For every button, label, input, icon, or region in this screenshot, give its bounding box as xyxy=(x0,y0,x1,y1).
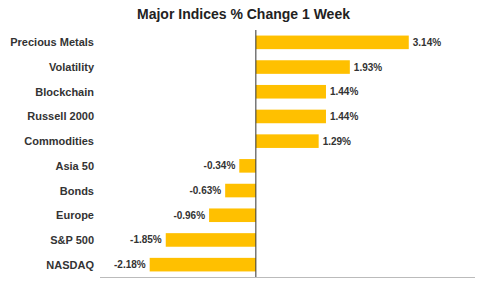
data-label: -2.18% xyxy=(114,259,146,270)
zero-line xyxy=(255,30,256,277)
bar xyxy=(256,60,350,74)
data-label: 1.29% xyxy=(323,136,351,147)
y-tick-label: Commodities xyxy=(24,135,94,147)
y-tick-label: Europe xyxy=(56,209,94,221)
bar xyxy=(239,159,256,173)
y-tick-label: Precious Metals xyxy=(10,36,94,48)
bar xyxy=(256,110,326,124)
data-label: 1.44% xyxy=(330,86,358,97)
bar xyxy=(256,36,409,50)
bar xyxy=(150,258,256,272)
bar xyxy=(225,184,256,198)
y-tick-label: Bonds xyxy=(60,185,94,197)
chart-container: Major Indices % Change 1 Week NASDAQ S&P 5… xyxy=(0,0,487,291)
title: Major Indices % Change 1 Week xyxy=(137,6,350,22)
bar xyxy=(209,208,256,222)
y-tick-label: S&P 500 xyxy=(50,234,94,246)
y-tick-label: Asia 50 xyxy=(55,160,94,172)
y-tick-label: Russell 2000 xyxy=(27,110,94,122)
bars xyxy=(150,36,409,272)
data-label: 1.44% xyxy=(330,111,358,122)
bar xyxy=(166,233,256,247)
data-label: -1.85% xyxy=(130,234,162,245)
data-label: 3.14% xyxy=(413,37,441,48)
data-label: -0.34% xyxy=(204,160,236,171)
x-axis-line xyxy=(100,277,475,278)
bar xyxy=(256,134,319,148)
chart: Major Indices % Change 1 Week NASDAQ S&P 5… xyxy=(0,0,487,291)
data-label: -0.63% xyxy=(189,185,221,196)
y-tick-label: Volatility xyxy=(49,61,95,73)
y-tick-label: Blockchain xyxy=(35,86,94,98)
data-label: -0.96% xyxy=(173,210,205,221)
data-label: 1.93% xyxy=(354,62,382,73)
bar xyxy=(256,85,326,99)
y-tick-label: NASDAQ xyxy=(46,259,94,271)
